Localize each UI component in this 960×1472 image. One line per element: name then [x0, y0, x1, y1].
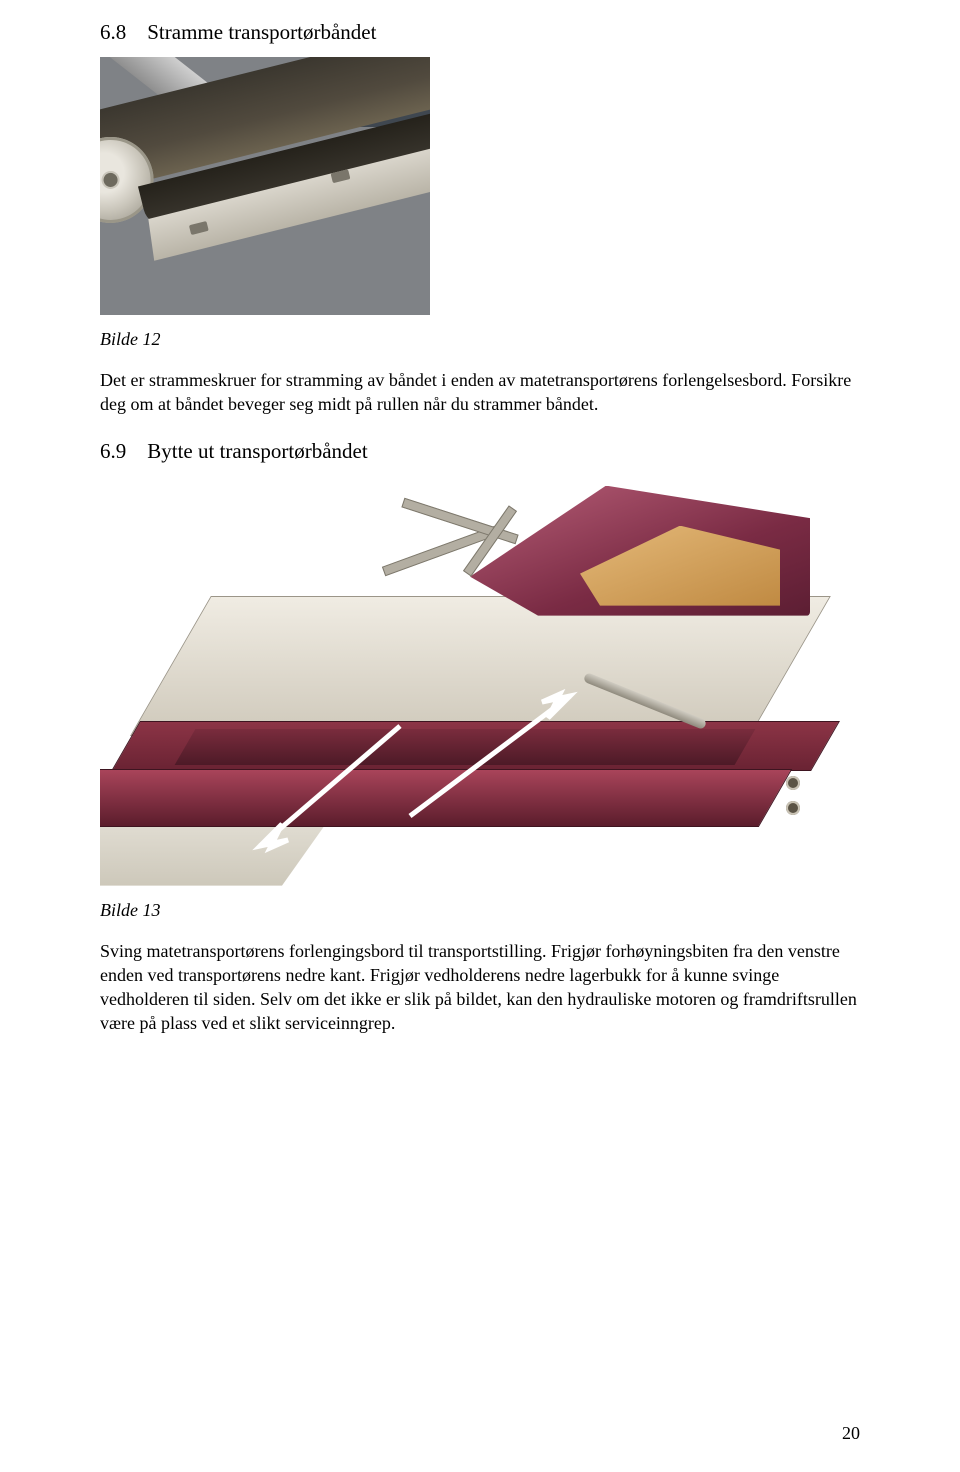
figure-12: [100, 57, 860, 315]
paragraph-13: Sving matetransportørens forlengingsbord…: [100, 939, 860, 1036]
conveyor-belt-photo: [100, 57, 430, 315]
paragraph-12: Det er strammeskruer for stramming av bå…: [100, 368, 860, 417]
figure-13-caption: Bilde 13: [100, 900, 860, 921]
arrow-right-icon: [400, 676, 590, 826]
section-number: 6.9: [100, 439, 126, 463]
section-heading-6-8: 6.8 Stramme transportørbåndet: [100, 20, 860, 45]
section-number: 6.8: [100, 20, 126, 44]
arrow-left-icon: [230, 716, 410, 866]
conveyor-3d-diagram: [100, 476, 860, 886]
section-title: Stramme transportørbåndet: [147, 20, 376, 44]
figure-12-caption: Bilde 12: [100, 329, 860, 350]
section-heading-6-9: 6.9 Bytte ut transportørbåndet: [100, 439, 860, 464]
page-number: 20: [842, 1423, 860, 1444]
section-title: Bytte ut transportørbåndet: [147, 439, 367, 463]
figure-13: [100, 476, 860, 886]
